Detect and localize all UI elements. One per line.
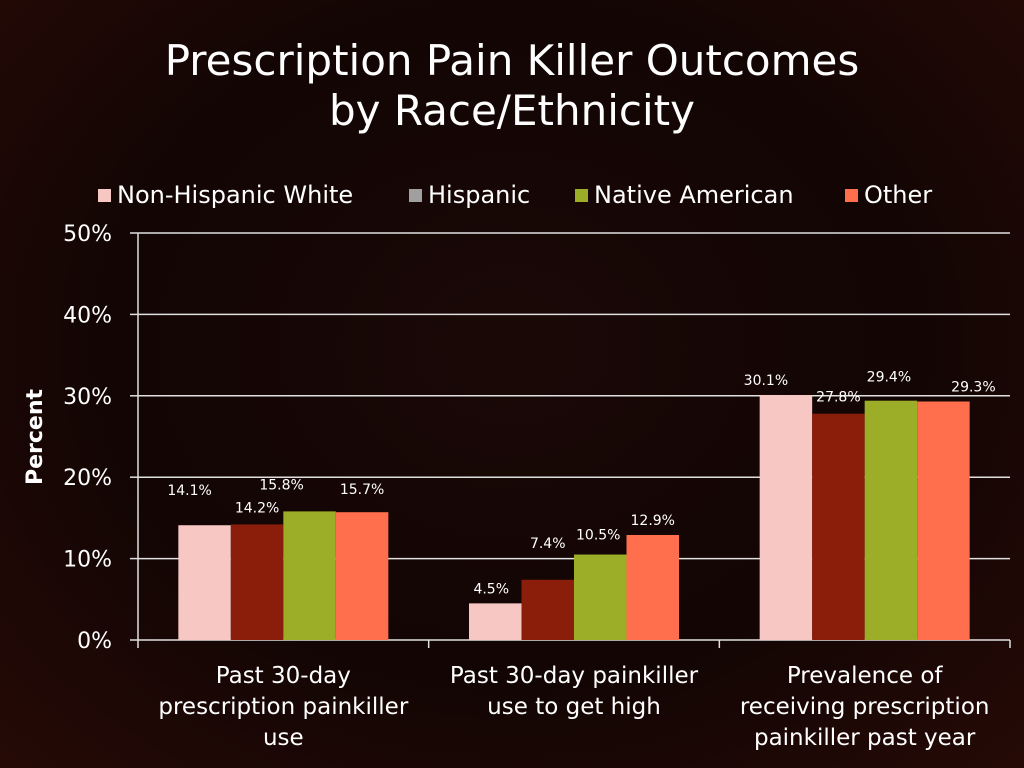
data-label: 29.4% <box>867 370 911 386</box>
bars <box>178 394 970 640</box>
legend-label-hispanic: Hispanic <box>428 181 531 209</box>
bar <box>178 525 231 640</box>
data-label: 12.9% <box>631 513 675 529</box>
data-label: 10.5% <box>576 528 620 544</box>
y-tick-label: 40% <box>63 303 112 328</box>
axes: 0% 10% 20% 30% 40% 50% Past 30-day prescription… <box>63 222 1011 751</box>
bar <box>469 603 522 640</box>
legend-label-other: Other <box>864 181 933 209</box>
bar <box>230 524 284 640</box>
data-label: 15.7% <box>340 482 384 498</box>
legend-label-non-hispanic-white: Non-Hispanic White <box>117 181 354 209</box>
data-label: 15.8% <box>259 477 303 493</box>
legend-swatch-native-american <box>575 189 588 202</box>
x-tick-label-line: painkiller past year <box>754 725 976 751</box>
legend-item-native-american: Native American <box>575 178 794 212</box>
y-tick-label: 30% <box>63 385 112 410</box>
y-tick-label: 50% <box>63 222 112 247</box>
bar <box>283 511 336 640</box>
data-label: 29.3% <box>951 379 995 395</box>
legend-label-native-american: Native American <box>594 181 794 209</box>
y-axis-label: Percent <box>23 389 48 486</box>
legend-swatch-non-hispanic-white <box>98 189 111 202</box>
chart-title: Prescription Pain Killer Outcomes by Rac… <box>0 36 1024 136</box>
data-label: 14.2% <box>235 500 279 516</box>
data-label: 14.1% <box>167 483 211 499</box>
legend-swatch-other <box>845 189 858 202</box>
data-label: 27.8% <box>816 390 860 406</box>
y-tick-label: 10% <box>63 548 112 573</box>
legend-item-non-hispanic-white: Non-Hispanic White <box>98 178 353 212</box>
y-tick-label: 0% <box>77 629 112 654</box>
legend-item-other: Other <box>845 178 932 212</box>
x-tick-label: Past 30-day painkiller use to get high <box>450 663 699 720</box>
data-label: 4.5% <box>473 581 509 597</box>
bar <box>521 579 574 640</box>
x-tick-label-line: Past 30-day <box>216 663 351 689</box>
x-tick-label-line: Past 30-day painkiller <box>450 663 699 689</box>
data-labels: 14.1% 14.2% 15.8% 15.7% 4.5% 7.4% 10.5% 12.9% 30… <box>167 370 995 598</box>
bar <box>812 413 865 640</box>
chart-title-line-1: Prescription Pain Killer Outcomes <box>164 36 860 85</box>
x-tick-label: Prevalence of receiving prescription paink… <box>740 663 990 751</box>
chart-legend: Non-Hispanic White Hispanic Native Ameri… <box>0 178 1024 212</box>
x-tick-label-line: prescription painkiller <box>158 694 408 720</box>
chart-title-line-2: by Race/Ethnicity <box>329 86 695 135</box>
data-label: 30.1% <box>744 373 788 389</box>
x-tick-label-line: use to get high <box>487 694 661 720</box>
x-tick-label: Past 30-day prescription painkiller use <box>158 663 408 751</box>
bar <box>626 534 679 640</box>
y-tick-label: 20% <box>63 466 112 491</box>
legend-item-hispanic: Hispanic <box>409 178 530 212</box>
bar <box>574 554 627 640</box>
data-label: 7.4% <box>530 536 566 552</box>
x-tick-label-line: use <box>263 725 304 751</box>
bar <box>917 401 970 640</box>
bar <box>335 512 389 640</box>
bar <box>864 400 918 640</box>
bar <box>759 394 813 640</box>
x-tick-label-line: Prevalence of <box>787 663 944 689</box>
legend-swatch-hispanic <box>409 189 422 202</box>
x-tick-label-line: receiving prescription <box>740 694 990 720</box>
